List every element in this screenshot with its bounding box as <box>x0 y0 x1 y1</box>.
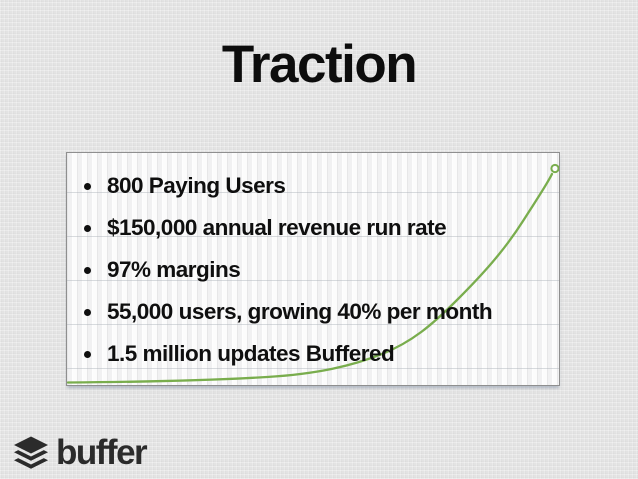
traction-bullet-list: 800 Paying Users $150,000 annual revenue… <box>67 165 559 375</box>
page-title: Traction <box>221 35 418 94</box>
buffer-logo: buffer <box>13 433 148 472</box>
bullet-item: 800 Paying Users <box>67 165 559 207</box>
bullet-item: 55,000 users, growing 40% per month <box>67 291 559 333</box>
bullet-item: 1.5 million updates Buffered <box>67 333 559 375</box>
traction-panel: 800 Paying Users $150,000 annual revenue… <box>66 152 560 386</box>
bullet-item: $150,000 annual revenue run rate <box>67 207 559 249</box>
buffer-logo-text: buffer <box>56 433 148 472</box>
buffer-layers-icon <box>14 436 48 469</box>
bullet-item: 97% margins <box>67 249 559 291</box>
